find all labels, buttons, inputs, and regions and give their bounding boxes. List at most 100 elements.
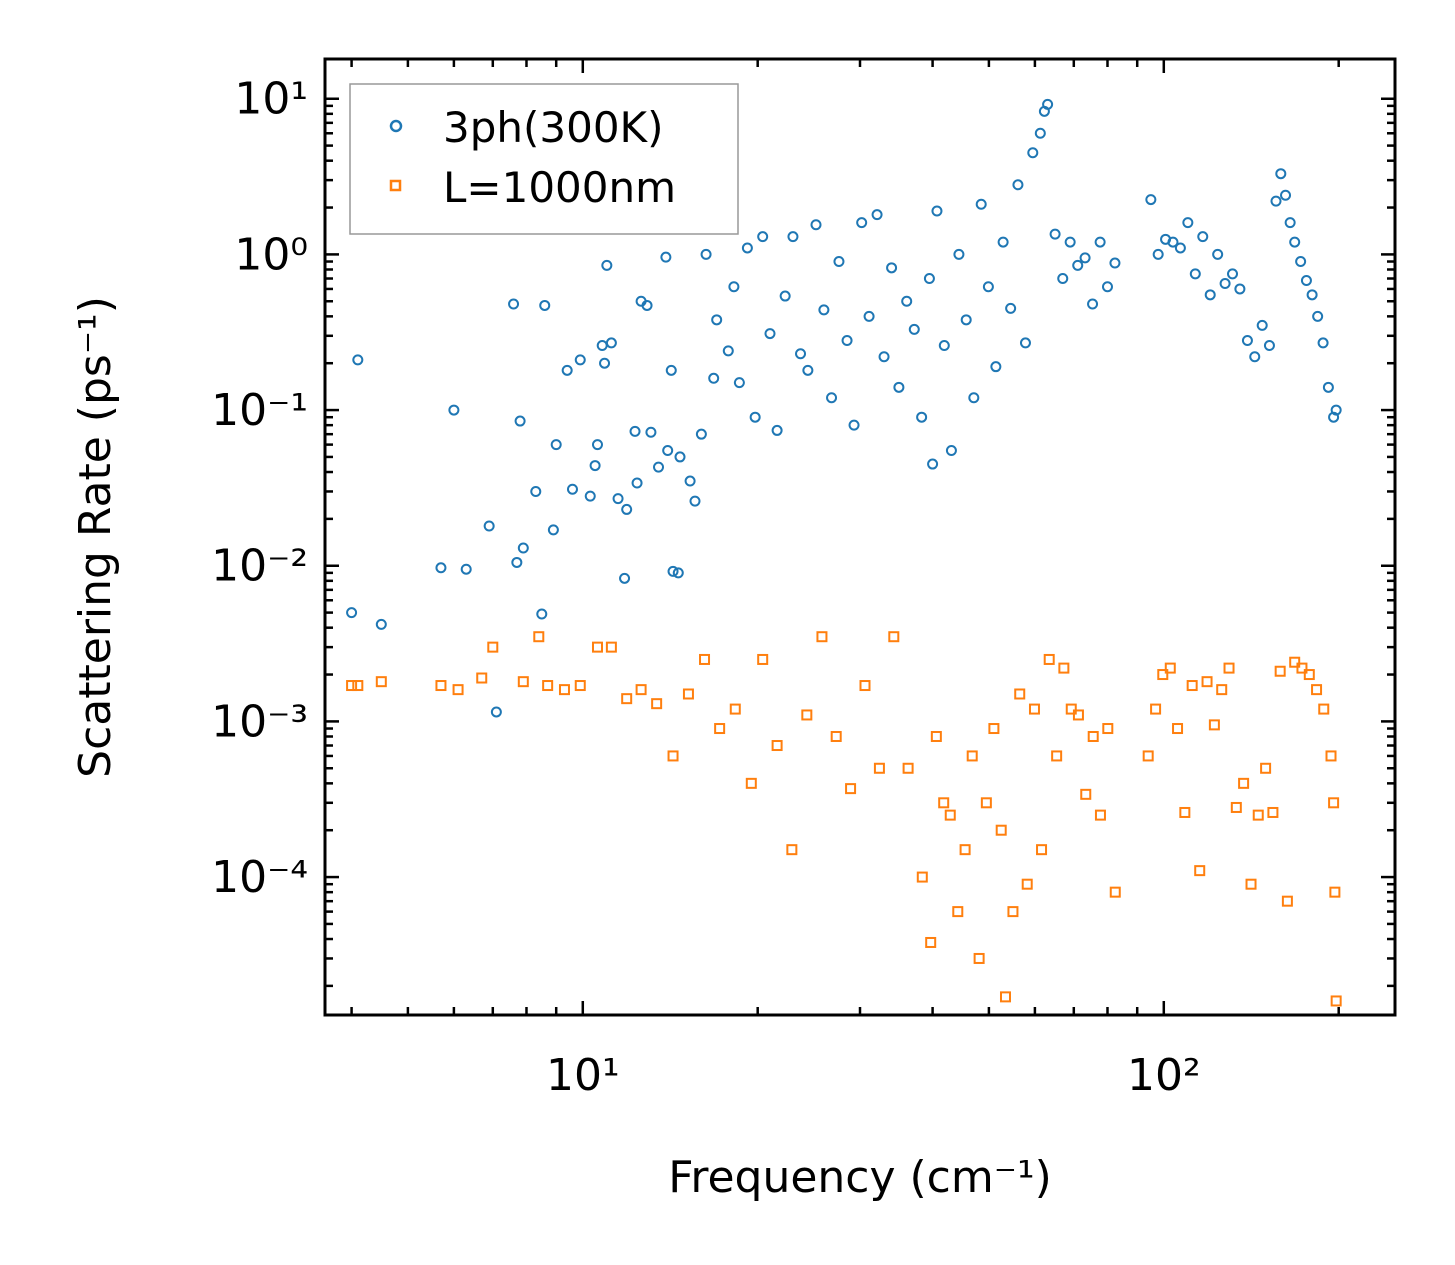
data-point: [662, 444, 674, 456]
data-point: [542, 680, 554, 692]
data-point: [700, 248, 712, 260]
data-point: [674, 451, 686, 463]
data-point: [988, 723, 1000, 735]
data-point: [375, 618, 387, 630]
data-point: [830, 730, 842, 742]
data-point: [786, 844, 798, 856]
data-point: [591, 641, 603, 653]
data-point: [1094, 809, 1106, 821]
data-point: [888, 631, 900, 643]
data-point: [558, 684, 570, 696]
data-point: [591, 439, 603, 451]
data-point: [902, 762, 914, 774]
data-point: [508, 298, 520, 310]
data-point: [1208, 719, 1220, 731]
data-point: [1058, 662, 1070, 674]
data-point: [605, 337, 617, 349]
data-point: [1189, 268, 1201, 280]
data-point: [448, 404, 460, 416]
data-point: [1241, 334, 1253, 346]
data-point: [1295, 256, 1307, 268]
data-point: [1021, 878, 1033, 890]
data-point: [916, 871, 928, 883]
data-point: [1330, 995, 1342, 1007]
data-point: [483, 520, 495, 532]
data-point: [845, 783, 857, 795]
data-point: [1274, 665, 1286, 677]
data-point: [1230, 801, 1242, 813]
data-point: [1300, 274, 1312, 286]
data-point: [682, 688, 694, 700]
data-point: [982, 281, 994, 293]
data-point: [684, 475, 696, 487]
data-point: [1027, 147, 1039, 159]
data-point: [621, 693, 633, 705]
data-point: [1281, 895, 1293, 907]
data-point: [1289, 656, 1301, 668]
data-point: [631, 477, 643, 489]
data-point: [1256, 319, 1268, 331]
data-point: [999, 991, 1011, 1003]
data-point: [1007, 906, 1019, 918]
data-point: [596, 339, 608, 351]
data-point: [1263, 339, 1275, 351]
data-point: [1172, 723, 1184, 735]
data-point: [1087, 298, 1099, 310]
data-point: [612, 493, 624, 505]
data-point: [584, 490, 596, 502]
data-point: [672, 567, 684, 579]
data-point: [561, 364, 573, 376]
data-point: [1102, 723, 1114, 735]
data-point: [1034, 127, 1046, 139]
data-point: [1204, 289, 1216, 301]
legend-marker-l1000nm: [389, 179, 402, 192]
data-point: [1216, 684, 1228, 696]
data-point: [539, 299, 551, 311]
data-point: [927, 458, 939, 470]
data-point: [1152, 248, 1164, 260]
data-point: [953, 248, 965, 260]
data-point: [1179, 806, 1191, 818]
data-point: [1028, 703, 1040, 715]
data-point: [1080, 788, 1092, 800]
y-axis-label: Scattering Rate (ps⁻¹): [70, 296, 121, 778]
data-point: [916, 411, 928, 423]
data-point: [665, 364, 677, 376]
data-point: [1275, 168, 1287, 180]
data-point: [816, 631, 828, 643]
data-point: [514, 415, 526, 427]
data-point: [908, 323, 920, 335]
data-point: [653, 461, 665, 473]
data-point: [945, 444, 957, 456]
data-point: [833, 256, 845, 268]
data-point: [1284, 217, 1296, 229]
data-point: [938, 339, 950, 351]
data-point: [995, 824, 1007, 836]
data-point: [460, 563, 472, 575]
data-point: [728, 281, 740, 293]
data-point: [589, 460, 601, 472]
data-point: [741, 242, 753, 254]
data-point: [1072, 259, 1084, 271]
data-point: [1087, 730, 1099, 742]
data-point: [667, 750, 679, 762]
data-point: [1227, 268, 1239, 280]
data-point: [1014, 688, 1026, 700]
data-point: [1186, 680, 1198, 692]
data-point: [574, 680, 586, 692]
data-point: [1303, 669, 1315, 681]
data-point: [629, 425, 641, 437]
data-point: [952, 906, 964, 918]
data-point: [930, 730, 942, 742]
data-point: [757, 653, 769, 665]
data-point: [771, 740, 783, 752]
data-point: [1234, 283, 1246, 295]
data-point: [536, 608, 548, 620]
data-point: [1064, 236, 1076, 248]
data-point: [714, 723, 726, 735]
data-point: [944, 809, 956, 821]
data-point: [1049, 228, 1061, 240]
data-point: [1245, 878, 1257, 890]
data-point: [848, 419, 860, 431]
data-point: [1201, 676, 1213, 688]
